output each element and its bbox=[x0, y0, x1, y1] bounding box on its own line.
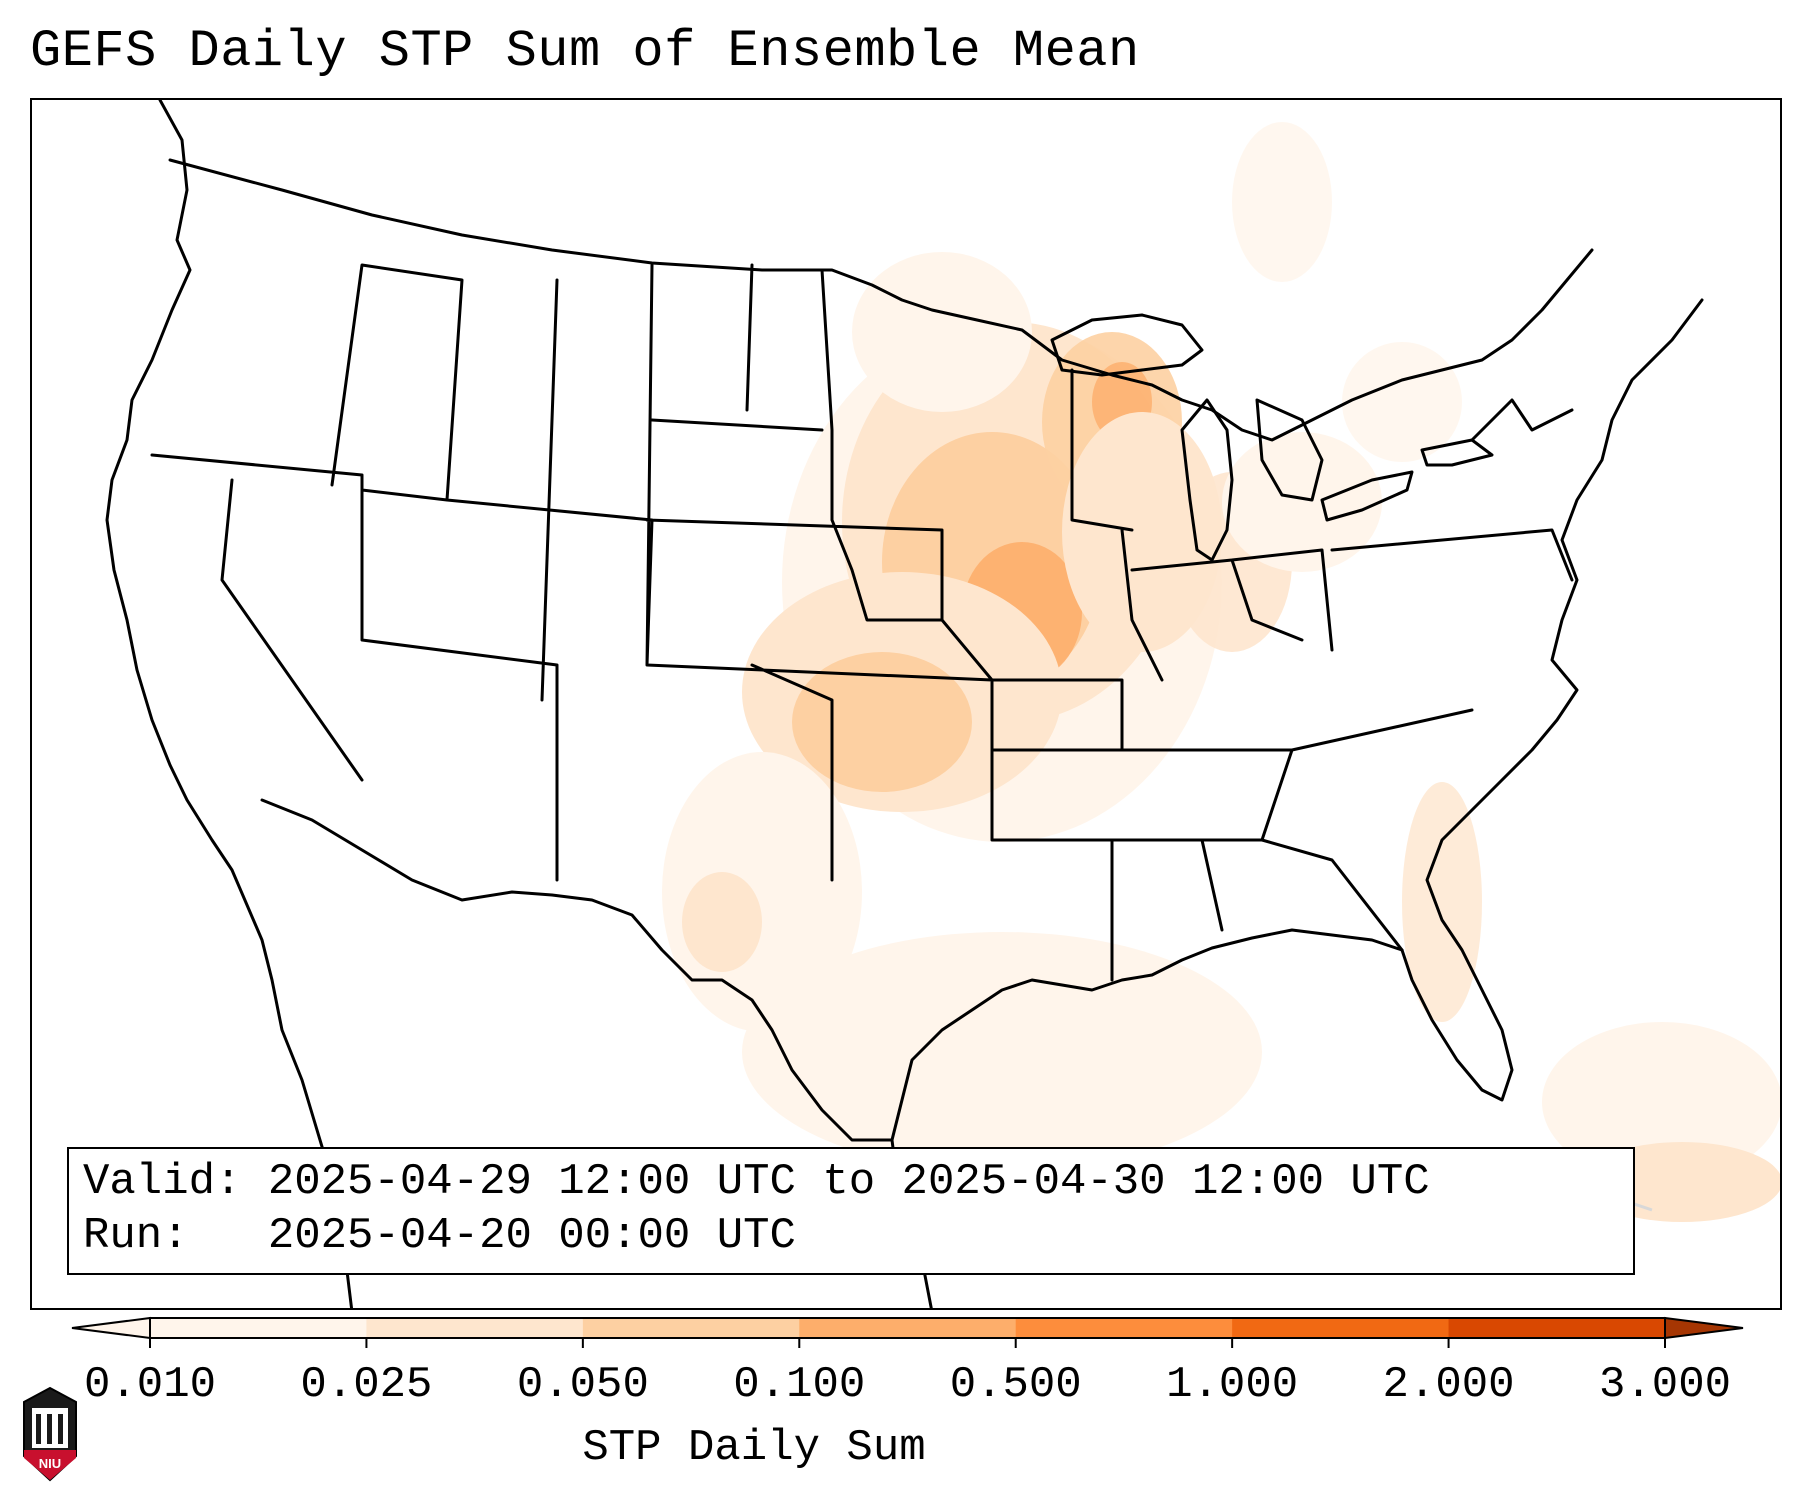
colorbar-tick-label: 0.500 bbox=[949, 1360, 1082, 1410]
atlantic-coastline bbox=[1400, 298, 1704, 1102]
lake-huron bbox=[1255, 398, 1324, 502]
colorbar-segment bbox=[582, 1318, 800, 1338]
map-boundaries bbox=[105, 100, 1704, 1308]
colorbar-segment bbox=[366, 1318, 584, 1338]
valid-label: Valid: bbox=[83, 1157, 242, 1207]
stp-contour bbox=[1342, 342, 1462, 462]
colorbar-segment bbox=[150, 1318, 367, 1338]
mexico-border bbox=[260, 798, 894, 1142]
stp-contour bbox=[1222, 432, 1382, 572]
lake-superior bbox=[1050, 313, 1204, 377]
colorbar-tick-label: 3.000 bbox=[1598, 1360, 1732, 1410]
colorbar-segment bbox=[1015, 1318, 1233, 1338]
run-label: Run: bbox=[83, 1211, 189, 1261]
map-canvas bbox=[105, 100, 1780, 1308]
state-lines bbox=[150, 263, 1574, 982]
colorbar-extend-left bbox=[71, 1316, 151, 1340]
pacific-coastline bbox=[105, 100, 354, 1308]
colorbar-segment bbox=[799, 1318, 1017, 1338]
stp-contour bbox=[742, 932, 1262, 1172]
stp-contour bbox=[792, 652, 972, 792]
colorbar-label: STP Daily Sum bbox=[582, 1423, 926, 1473]
colorbar-tick-label: 2.000 bbox=[1382, 1360, 1515, 1410]
colorbar-tick-label: 0.100 bbox=[733, 1360, 866, 1410]
lake-erie bbox=[1320, 470, 1414, 522]
stp-contour bbox=[1402, 782, 1482, 1022]
lake-michigan bbox=[1180, 398, 1234, 562]
colorbar-tick-label: 0.010 bbox=[83, 1360, 217, 1410]
colorbar-segment bbox=[1232, 1318, 1450, 1338]
colorbar-border bbox=[149, 1317, 1666, 1339]
colorbar-tick-label: 1.000 bbox=[1166, 1360, 1299, 1410]
colorbar-tick-label: 0.025 bbox=[300, 1360, 433, 1410]
chart-title: GEFS Daily STP Sum of Ensemble Mean bbox=[30, 22, 1140, 81]
run-time: 2025-04-20 00:00 UTC bbox=[267, 1211, 796, 1261]
stp-contour bbox=[852, 252, 1032, 412]
info-box: Valid: 2025-04-29 12:00 UTC to 2025-04-3… bbox=[67, 1147, 1635, 1275]
stp-contour bbox=[1542, 1022, 1780, 1182]
stp-contour bbox=[682, 872, 762, 972]
stp-contour bbox=[1232, 122, 1332, 282]
logo-text: NIU bbox=[39, 1456, 61, 1471]
lake-ontario bbox=[1420, 438, 1494, 467]
colorbar-tick-label: 0.050 bbox=[516, 1360, 649, 1410]
colorbar-segment bbox=[1448, 1318, 1666, 1338]
map-frame bbox=[30, 98, 1782, 1310]
valid-range: 2025-04-29 12:00 UTC to 2025-04-30 12:00… bbox=[267, 1157, 1430, 1207]
colorbar-extend-right bbox=[1664, 1316, 1744, 1340]
niu-logo-icon: NIU bbox=[23, 1386, 77, 1482]
